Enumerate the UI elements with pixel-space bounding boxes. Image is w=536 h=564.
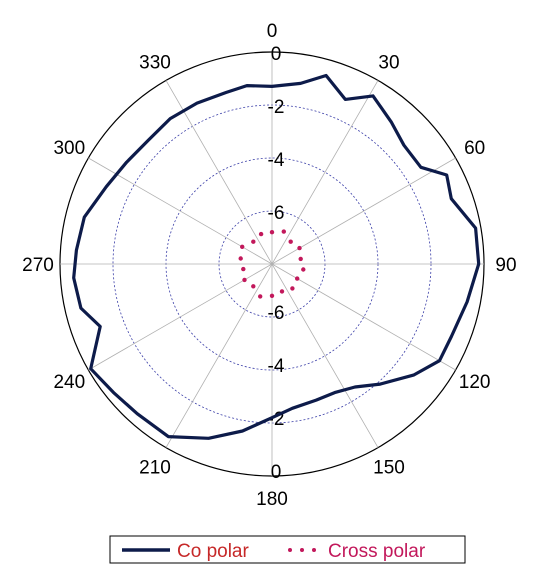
angle-tick-label: 210 <box>139 458 171 479</box>
series-cross-polar-point <box>241 266 246 272</box>
series-co-polar-line <box>72 73 481 440</box>
series-cross-polar-point <box>281 229 286 234</box>
legend-cross-polar-swatch <box>288 548 316 552</box>
series-cross-polar-point <box>297 245 302 251</box>
series-cross-polar-point <box>269 230 275 235</box>
series-cross-polar-point <box>258 294 263 299</box>
radial-tick-label: -2 <box>268 97 285 118</box>
angle-tick-label: 90 <box>495 255 516 276</box>
angle-tick-label: 240 <box>53 372 85 393</box>
angle-tick-label: 300 <box>53 138 85 159</box>
series-cross-polar-point <box>301 267 306 272</box>
series-cross-polar-point <box>238 256 243 261</box>
legend-co-polar-label: Co polar <box>177 541 249 562</box>
radial-tick-labels: 00-2-2-4-4-6-6 <box>268 44 285 483</box>
series-cross-polar-point <box>288 239 293 244</box>
series-cross-polar-point <box>242 277 247 283</box>
series-cross-polar-point <box>298 256 303 262</box>
radial-tick-label: -6 <box>268 203 285 224</box>
radial-tick-label: -4 <box>268 356 285 377</box>
series-layer <box>72 73 481 440</box>
series-cross-polar-point <box>258 231 264 237</box>
angle-tick-label: 180 <box>256 489 288 510</box>
series-cross-polar-point <box>240 244 245 249</box>
angle-tick-label: 60 <box>464 138 485 159</box>
polar-grid <box>59 51 485 477</box>
series-cross-polar-point <box>290 286 295 291</box>
legend-cross-polar-label: Cross polar <box>328 541 426 562</box>
angular-tick-labels: 0 30 60 90 120 150 180 210 240 270 300 330 <box>22 21 516 510</box>
angle-tick-label: 0 <box>267 21 278 42</box>
legend: Co polar Cross polar <box>109 535 466 564</box>
series-cross-polar-point <box>251 239 256 244</box>
angle-tick-label: 150 <box>373 458 405 479</box>
angle-tick-label: 330 <box>139 52 171 73</box>
series-cross-polar-point <box>269 293 275 298</box>
angle-tick-label: 120 <box>459 372 491 393</box>
radial-tick-label: -6 <box>268 303 285 324</box>
series-cross-polar-point <box>251 284 256 289</box>
series-cross-polar-point <box>295 276 300 281</box>
angle-tick-label: 30 <box>378 52 399 73</box>
angle-tick-label: 270 <box>22 255 54 276</box>
grid-spoke <box>165 80 379 448</box>
radial-tick-label: 0 <box>271 462 282 483</box>
radial-tick-label: 0 <box>271 44 282 65</box>
series-cross-polar-point <box>279 289 285 294</box>
radial-tick-label: -4 <box>268 150 285 171</box>
